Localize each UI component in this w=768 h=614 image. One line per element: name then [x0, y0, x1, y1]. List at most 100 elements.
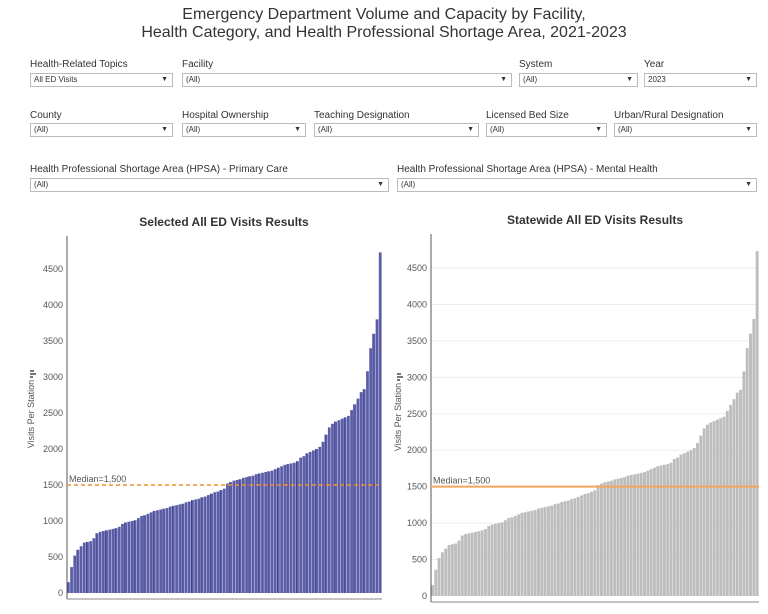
- health-professional-shortage-area-hpsa-mental-health-label: Health Professional Shortage Area (HPSA)…: [397, 164, 658, 175]
- bar: [232, 480, 236, 593]
- facility-dropdown[interactable]: (All) ▼: [182, 73, 512, 87]
- bar: [676, 457, 680, 596]
- county-dropdown[interactable]: (All) ▼: [30, 123, 173, 137]
- bar: [616, 478, 620, 596]
- bar: [270, 470, 274, 593]
- bar: [563, 501, 567, 596]
- urban-rural-designation-dropdown[interactable]: (All) ▼: [614, 123, 757, 137]
- bar: [749, 333, 752, 596]
- bar: [229, 482, 233, 593]
- bar: [67, 582, 70, 593]
- bar: [705, 424, 709, 596]
- chevron-down-icon[interactable]: ▼: [294, 126, 301, 133]
- bar: [696, 442, 699, 596]
- bar: [156, 510, 159, 593]
- chevron-down-icon[interactable]: ▼: [595, 126, 602, 133]
- bar: [372, 333, 376, 593]
- bar: [251, 475, 255, 593]
- bar: [137, 518, 140, 593]
- bar: [493, 523, 497, 596]
- year-dropdown[interactable]: 2023 ▼: [644, 73, 757, 87]
- bar: [187, 501, 191, 593]
- bar: [362, 389, 366, 593]
- bar: [745, 348, 749, 596]
- health-professional-shortage-area-hpsa-mental-health-dropdown[interactable]: (All) ▼: [397, 178, 757, 192]
- bar: [702, 428, 706, 596]
- bar: [181, 503, 185, 593]
- y-tick-label: 500: [48, 552, 63, 562]
- teaching-designation-dropdown[interactable]: (All) ▼: [314, 123, 479, 137]
- bar: [603, 482, 607, 596]
- bar: [130, 521, 134, 593]
- bar: [146, 513, 150, 593]
- bar: [366, 371, 369, 593]
- health-related-topics-dropdown[interactable]: All ED Visits ▼: [30, 73, 173, 87]
- chevron-down-icon[interactable]: ▼: [161, 76, 168, 83]
- bar: [168, 506, 172, 593]
- bar: [656, 466, 660, 596]
- selected-chart: 0 500 1000 1500 2000 2500 3000 3500 4000 4500 Medi…: [26, 236, 382, 600]
- y-tick-label: 4000: [43, 300, 63, 310]
- bar: [127, 521, 131, 593]
- dropdown-value: (All): [401, 180, 416, 189]
- bar: [457, 540, 461, 596]
- bar: [583, 493, 587, 596]
- chevron-down-icon[interactable]: ▼: [745, 181, 752, 188]
- sort-icon[interactable]: [30, 370, 36, 378]
- y-tick-label: 0: [58, 588, 63, 598]
- chevron-down-icon[interactable]: ▼: [161, 126, 168, 133]
- bar: [292, 462, 296, 593]
- bar: [343, 417, 347, 593]
- bar: [286, 464, 290, 593]
- bar: [353, 404, 357, 593]
- bar: [503, 520, 507, 596]
- bar: [666, 464, 670, 596]
- chevron-down-icon[interactable]: ▼: [377, 181, 384, 188]
- bar: [540, 507, 544, 596]
- bar: [359, 392, 363, 593]
- bar: [95, 533, 99, 593]
- system-dropdown[interactable]: (All) ▼: [519, 73, 638, 87]
- chevron-down-icon[interactable]: ▼: [745, 76, 752, 83]
- bar: [197, 498, 201, 593]
- bar: [609, 480, 613, 596]
- bar: [369, 348, 373, 593]
- bar: [646, 470, 650, 596]
- bar: [114, 528, 118, 593]
- bar: [444, 548, 448, 596]
- bar: [699, 435, 703, 596]
- bar: [507, 518, 511, 596]
- bar: [203, 496, 207, 593]
- licensed-bed-size-dropdown[interactable]: (All) ▼: [486, 123, 607, 137]
- chevron-down-icon[interactable]: ▼: [467, 126, 474, 133]
- chevron-down-icon[interactable]: ▼: [745, 126, 752, 133]
- chevron-down-icon[interactable]: ▼: [500, 76, 507, 83]
- bar: [480, 530, 484, 596]
- dropdown-value: (All): [618, 125, 633, 134]
- bar: [470, 532, 474, 596]
- bar: [735, 392, 739, 596]
- bar: [194, 499, 198, 593]
- chevron-down-icon[interactable]: ▼: [626, 76, 633, 83]
- bar: [98, 531, 102, 593]
- bar: [102, 531, 105, 593]
- licensed-bed-size-label: Licensed Bed Size: [486, 110, 569, 121]
- bar: [484, 528, 487, 596]
- y-tick-label: 2000: [407, 445, 427, 455]
- bar: [722, 416, 726, 596]
- hospital-ownership-dropdown[interactable]: (All) ▼: [182, 123, 306, 137]
- bar: [219, 490, 223, 593]
- sort-icon[interactable]: [397, 373, 403, 381]
- health-professional-shortage-area-hpsa-primary-care-dropdown[interactable]: (All) ▼: [30, 178, 389, 192]
- bar: [235, 479, 239, 593]
- bar: [543, 507, 547, 596]
- statewide-chart: 0 500 1000 1500 2000 2500 3000 3500 4000 4500 Medi…: [393, 234, 759, 603]
- bar: [261, 472, 264, 593]
- health-related-topics-label: Health-Related Topics: [30, 59, 128, 70]
- y-axis-label: Visits Per Station: [393, 383, 403, 451]
- bar: [725, 410, 729, 596]
- bar: [659, 465, 663, 596]
- bar: [467, 533, 471, 596]
- bar: [162, 508, 166, 593]
